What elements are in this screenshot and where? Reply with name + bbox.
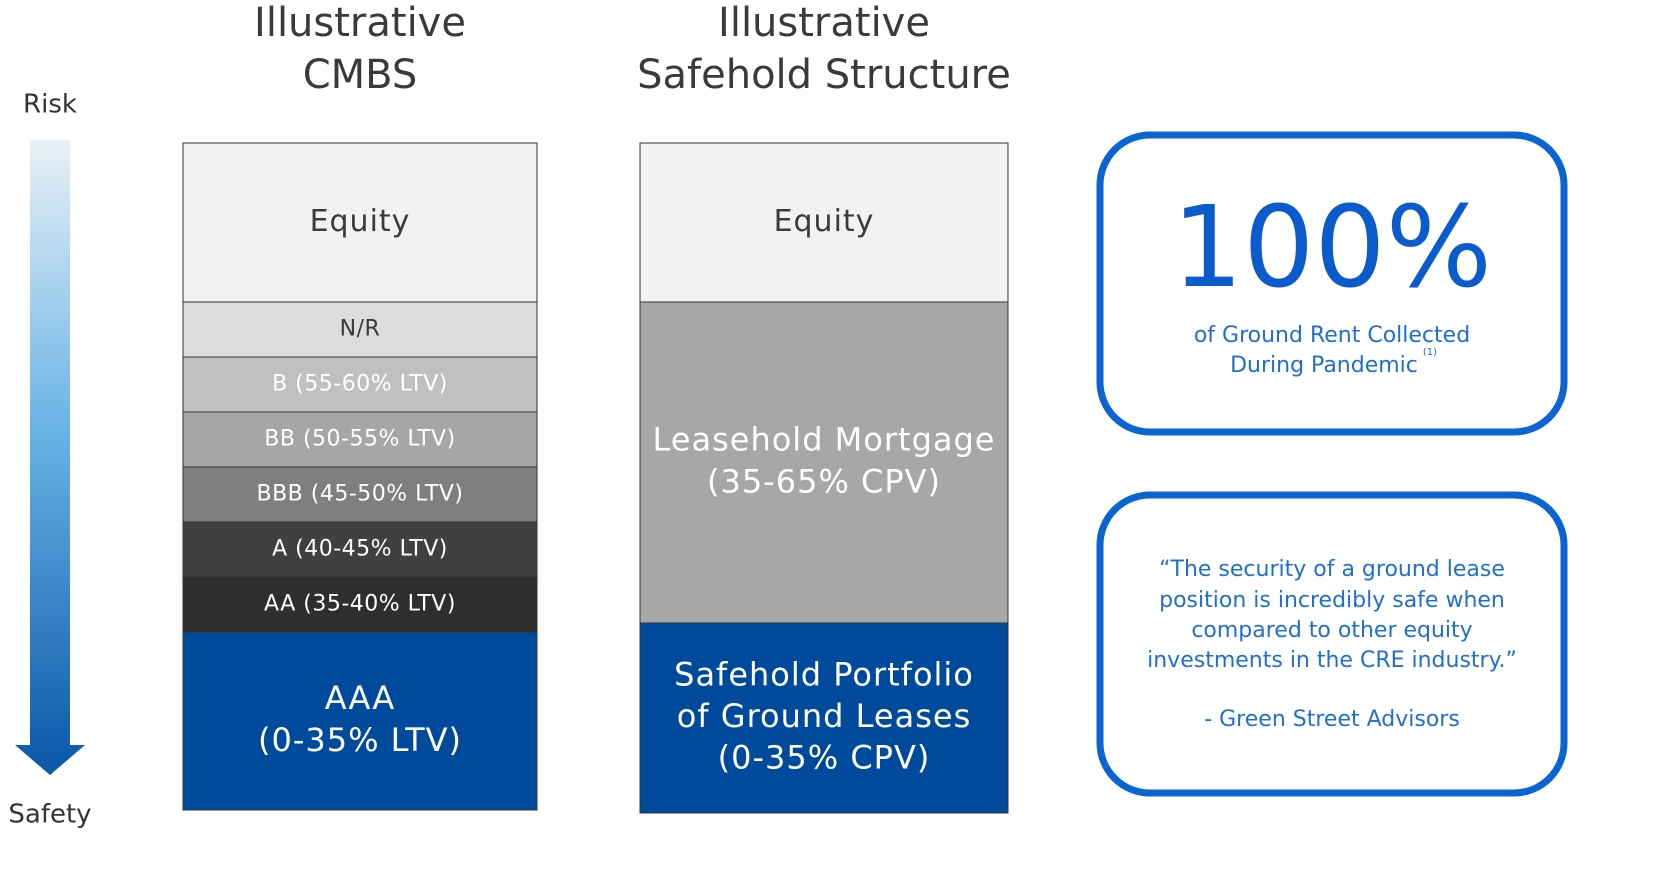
- layer-label: BBB (45-50% LTV): [257, 482, 464, 507]
- safety-label: Safety: [8, 800, 91, 830]
- layer-label: (35-65% CPV): [707, 462, 941, 500]
- stat-box: [1096, 131, 1568, 436]
- layer-label: (0-35% LTV): [258, 721, 462, 759]
- column-title: CMBS: [303, 52, 418, 98]
- layer-label: A (40-45% LTV): [272, 537, 448, 562]
- layer: [182, 576, 538, 633]
- risk-label: Risk: [23, 90, 77, 120]
- attribution: - Green Street Advisors: [1204, 707, 1460, 732]
- layer-label: (0-35% CPV): [718, 739, 931, 777]
- layer: [182, 356, 538, 413]
- quote-line: compared to other equity: [1191, 618, 1472, 643]
- layer: [639, 142, 1009, 303]
- column-title: Illustrative: [718, 0, 930, 46]
- layer-label: of Ground Leases: [677, 697, 971, 735]
- layer-label: Equity: [310, 204, 411, 239]
- layer: [182, 521, 538, 578]
- layer-label: BB (50-55% LTV): [264, 427, 455, 452]
- layer-label: Safehold Portfolio: [674, 655, 974, 693]
- stat-caption: During Pandemic: [1230, 353, 1418, 378]
- column-title: Safehold Structure: [637, 52, 1011, 98]
- quote-line: “The security of a ground lease: [1159, 557, 1505, 582]
- layer-label: N/R: [340, 317, 381, 342]
- layer-label: B (55-60% LTV): [272, 372, 448, 397]
- column-title: Illustrative: [254, 0, 466, 46]
- layer-label: AAA: [325, 679, 395, 717]
- layer-label: Equity: [774, 204, 875, 239]
- stat-value: 100%: [1172, 183, 1492, 313]
- quote-line: investments in the CRE industry.”: [1147, 648, 1517, 673]
- risk-arrow: [15, 140, 85, 775]
- layer: [182, 142, 538, 303]
- stat-caption: of Ground Rent Collected: [1194, 323, 1470, 348]
- layer-label: AA (35-40% LTV): [264, 592, 456, 617]
- layer-label: Leasehold Mortgage: [653, 421, 996, 459]
- footnote: (1): [1423, 347, 1437, 358]
- quote-line: position is incredibly safe when: [1159, 588, 1505, 613]
- layer: [639, 301, 1009, 624]
- layer: [182, 301, 538, 358]
- layer: [182, 631, 538, 811]
- layer: [639, 622, 1009, 814]
- layer: [182, 411, 538, 468]
- quote-box: [1096, 491, 1568, 797]
